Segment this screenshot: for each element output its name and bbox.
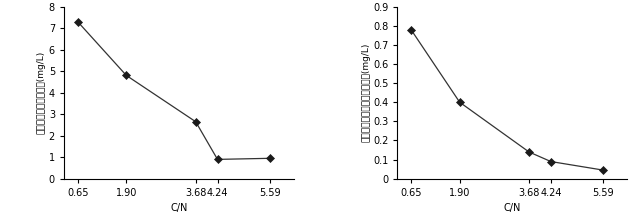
X-axis label: C/N: C/N xyxy=(504,203,521,213)
X-axis label: C/N: C/N xyxy=(170,203,188,213)
Y-axis label: 养殖水体中亚硝酸盐氮的含量(mg/L): 养殖水体中亚硝酸盐氮的含量(mg/L) xyxy=(361,43,370,142)
Y-axis label: 养殖水体中氨氮的含量(mg/L): 养殖水体中氨氮的含量(mg/L) xyxy=(37,51,46,134)
